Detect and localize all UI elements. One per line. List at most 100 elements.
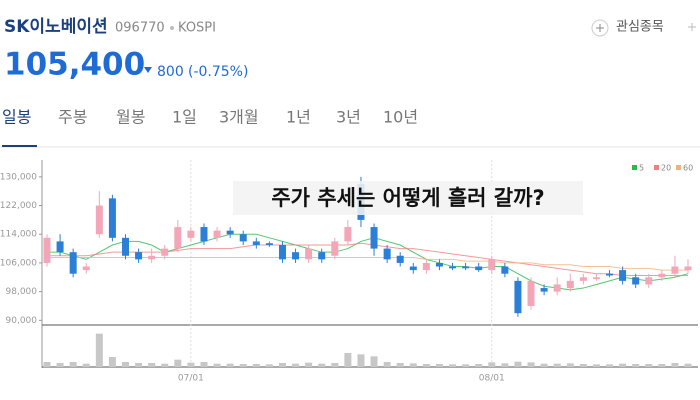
candle-body [645,277,653,285]
candle-body [435,262,443,267]
tab[interactable]: 3년 [336,108,361,127]
candle-body [305,248,313,260]
volume-bar [579,364,587,367]
volume-bar [501,363,509,367]
candle-body [252,241,260,245]
candle-body [200,227,208,242]
candle-body [632,277,640,285]
chart: 130,000 122,000 114,000 106,000 98,000 90,000… [0,160,698,384]
candle-body [501,266,509,274]
volume-bar [56,363,64,367]
down-arrow [144,67,152,73]
volume-bar [396,363,404,367]
volume-bar [278,363,286,367]
candle-body [265,243,273,245]
volume-bar [187,362,195,367]
volume-bar [619,363,627,367]
ma-line [47,257,688,271]
volume-bar [462,364,470,367]
candle-body [292,252,300,260]
candle-body [226,230,234,235]
legend-swatch [654,165,659,170]
y-tick-label: 98,000 [6,287,38,297]
candle-body [488,259,496,271]
caption-box [233,181,583,215]
candle-body [566,280,574,289]
stock-name: SK이노베이션 [4,17,108,37]
volume-bar [409,363,417,367]
candle-body [370,227,378,249]
legend-label: 20 [661,164,671,173]
tab[interactable]: 월봉 [116,108,145,127]
volume-bar [331,363,339,367]
candle-body [619,270,627,281]
volume-bar [161,363,169,367]
volume-bar [305,362,313,367]
legend-swatch [676,165,681,170]
volume-bar [252,364,260,367]
volume-bar [82,363,90,367]
candle-body [56,241,64,253]
y-tick-label: 130,000 [0,172,37,182]
volume-bar [527,362,535,367]
price: 105,400 [4,47,145,83]
dot [170,26,174,30]
volume-bar [645,364,653,367]
tab[interactable]: 10년 [383,108,418,127]
x-tick-label: 07/01 [178,374,204,384]
volume-bar [174,359,182,367]
tab[interactable]: 1년 [286,108,311,127]
candle-body [318,252,326,260]
volume-bar [671,363,679,367]
legend-label: 60 [683,164,693,173]
volume-bar [108,357,116,367]
volume-bar [226,363,234,367]
volume-bar [658,364,666,367]
volume-bar [95,333,103,367]
candle-body [174,227,182,249]
y-tick-label: 106,000 [0,258,37,268]
volume-bar [265,364,273,367]
ma-line [47,233,689,291]
legend-swatch [632,165,637,170]
volume-bar [540,363,548,367]
candle-body [121,237,129,256]
volume-bar [475,364,483,367]
volume-bar [121,362,129,367]
candle-body [540,288,548,292]
volume-bar [370,356,378,367]
volume-bar [422,364,430,367]
tab[interactable]: 일봉 [2,108,31,127]
volume-bar [148,363,156,367]
candle-body [331,241,339,256]
candle-body [213,230,221,238]
candle-body [148,255,156,260]
candle-body [449,266,457,269]
tab[interactable]: 1일 [172,108,197,127]
ma-line [47,242,688,276]
volume-bar [69,362,77,367]
tab[interactable]: 3개월 [219,108,259,127]
volume-bar [684,363,692,367]
candle-body [475,266,483,271]
volume-bar [566,363,574,367]
expand[interactable] [688,23,696,31]
change-pct: (-0.75%) [188,64,248,80]
candle-body [671,266,679,274]
volume-bar [357,354,365,367]
tabs: 일봉 주봉 월봉 1일 3개월 1년 3년 10년 [2,108,418,127]
watch-icon[interactable] [591,19,609,37]
volume-bar [344,353,352,367]
volume-bar [318,363,326,367]
volume-bar [292,363,300,367]
watch-button[interactable]: 관심종목 [616,20,664,35]
candle-body [462,266,470,269]
market: KOSPI [178,21,216,36]
candle-body [161,248,169,256]
volume-bar [592,364,600,367]
tab[interactable]: 주봉 [58,108,87,127]
volume-bar [449,364,457,367]
candle-body [43,237,51,263]
volume-bar [213,363,221,367]
